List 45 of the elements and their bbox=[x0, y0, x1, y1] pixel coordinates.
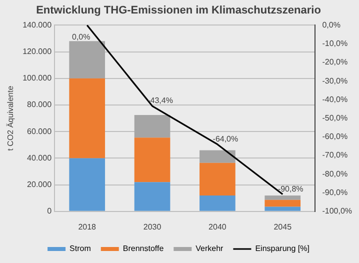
y-tick-label: 120.000 bbox=[22, 47, 52, 56]
data-label: -64,0% bbox=[212, 134, 238, 144]
legend-label: Verkehr bbox=[196, 244, 224, 254]
bar bbox=[69, 78, 106, 158]
y2-tick-label: -50,0% bbox=[322, 114, 348, 123]
bar bbox=[69, 158, 106, 211]
bar bbox=[264, 195, 301, 200]
data-label: -43,4% bbox=[148, 96, 173, 106]
y2-tick-label: -100,0% bbox=[322, 206, 352, 216]
y2-tick-label: -90,0% bbox=[322, 188, 348, 197]
bar bbox=[200, 162, 236, 196]
x-tick-label: 2045 bbox=[274, 222, 292, 232]
bar bbox=[134, 182, 170, 211]
bar bbox=[200, 195, 236, 211]
legend-label: Brennstoffe bbox=[122, 244, 164, 254]
y2-tick-label: -30,0% bbox=[322, 76, 348, 86]
y-tick-label: 80.000 bbox=[27, 100, 52, 110]
data-label: -90,8% bbox=[278, 184, 304, 194]
y2-tick-label: -40,0% bbox=[322, 94, 348, 104]
y2-tick-label: -10,0% bbox=[322, 39, 348, 48]
y-tick-label: 20.000 bbox=[27, 180, 52, 190]
bar bbox=[264, 200, 301, 207]
y2-tick-label: -60,0% bbox=[322, 132, 348, 142]
legend-label: Einsparung [%] bbox=[255, 244, 310, 254]
legend-label: Strom bbox=[70, 244, 92, 254]
y2-tick-label: 0,0% bbox=[322, 20, 340, 30]
x-tick-label: 2040 bbox=[208, 222, 227, 232]
bar bbox=[200, 150, 236, 163]
y-tick-label: 100.000 bbox=[22, 74, 52, 83]
y-tick-label: 140.000 bbox=[22, 20, 52, 30]
y2-tick-label: -80,0% bbox=[322, 169, 348, 178]
bar bbox=[264, 206, 301, 211]
bar bbox=[134, 114, 170, 138]
y-tick-label: 60.000 bbox=[27, 126, 52, 136]
x-tick-label: 2018 bbox=[78, 222, 97, 232]
bar bbox=[134, 138, 170, 182]
chart-title: Entwicklung THG-Emissionen im Klimaschutzszenario bbox=[36, 4, 322, 17]
bar bbox=[69, 41, 106, 78]
y-axis-title: t CO2 Äquivalente bbox=[6, 85, 16, 151]
x-tick-label: 2030 bbox=[143, 222, 162, 232]
data-label: 0,0% bbox=[72, 32, 90, 42]
y-tick-label: 40.000 bbox=[27, 153, 52, 162]
y-tick-label: 0 bbox=[47, 206, 52, 216]
y2-tick-label: -20,0% bbox=[322, 58, 348, 67]
y2-tick-label: -70,0% bbox=[322, 150, 348, 160]
